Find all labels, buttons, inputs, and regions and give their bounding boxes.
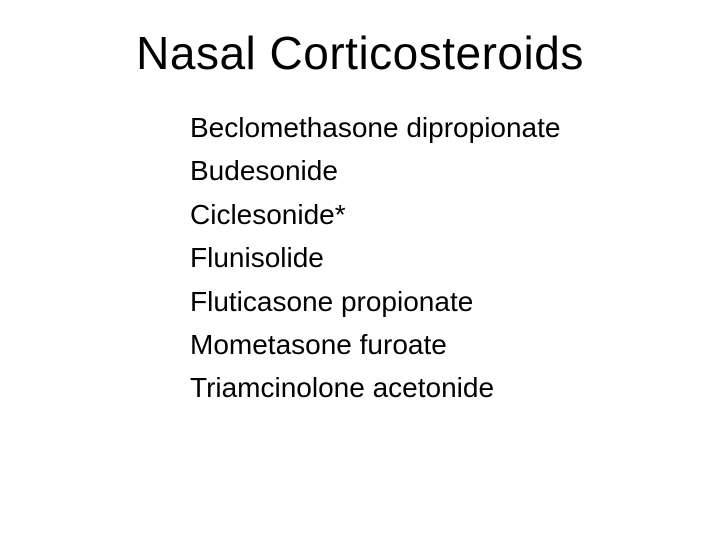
drug-list: Beclomethasone dipropionate Budesonide C… (190, 106, 650, 410)
list-item: Beclomethasone dipropionate (190, 106, 650, 149)
list-item: Budesonide (190, 149, 650, 192)
list-item: Mometasone furoate (190, 323, 650, 366)
list-item: Fluticasone propionate (190, 280, 650, 323)
list-item: Triamcinolone acetonide (190, 366, 650, 409)
list-item: Flunisolide (190, 236, 650, 279)
slide-title: Nasal Corticosteroids (0, 26, 720, 80)
slide: Nasal Corticosteroids Beclomethasone dip… (0, 0, 720, 540)
list-item: Ciclesonide* (190, 193, 650, 236)
